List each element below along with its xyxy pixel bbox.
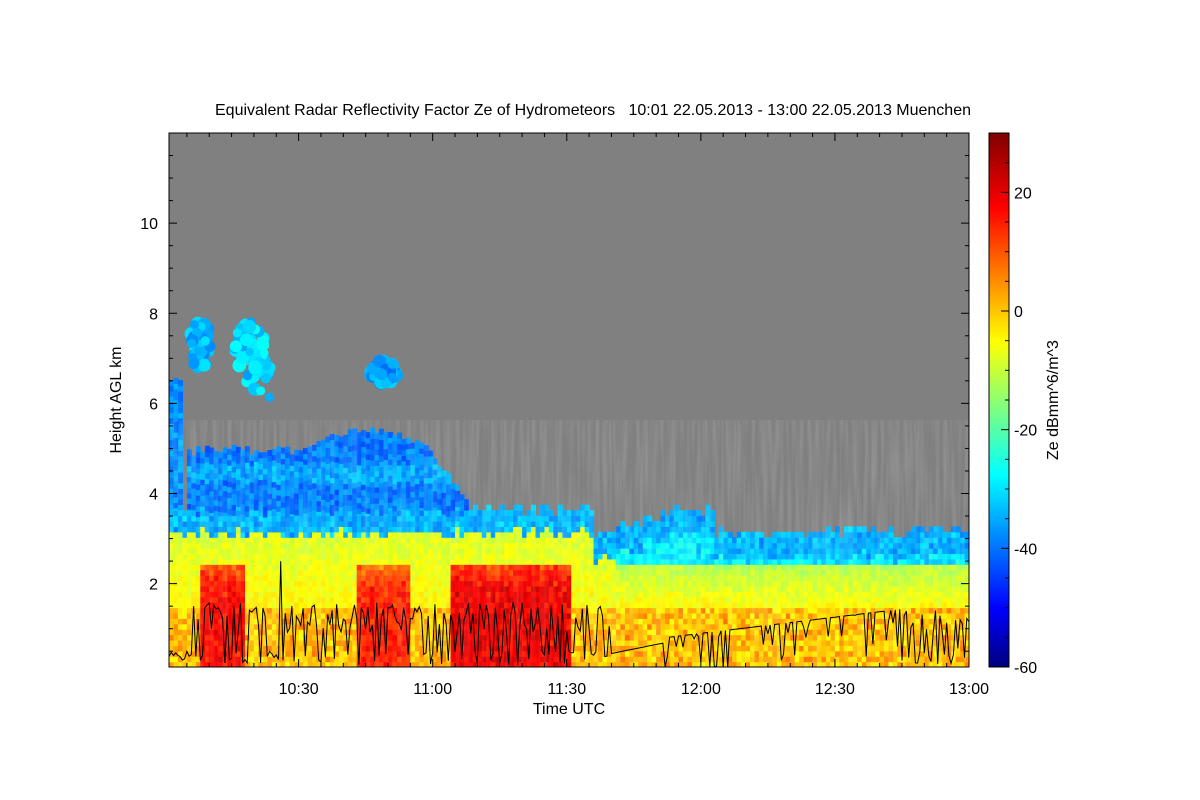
heatmap-cell	[169, 412, 175, 419]
heatmap-cell	[173, 399, 179, 406]
heatmap-cell	[173, 410, 179, 417]
heatmap-cell	[169, 407, 175, 414]
heatmap-cell	[177, 385, 184, 392]
heatmap-cell	[177, 380, 184, 387]
heatmap-cell	[169, 380, 175, 387]
heatmap-cell	[177, 401, 184, 408]
heatmap-cell	[173, 388, 179, 395]
heatmap-cell	[169, 401, 175, 408]
heatmap-cell	[173, 405, 179, 412]
heatmap-cell	[173, 383, 179, 390]
heatmap-cell	[169, 385, 175, 392]
heatmap-cell	[177, 396, 184, 403]
heatmap-cell	[173, 394, 179, 401]
heatmap-cell	[173, 377, 179, 384]
heatmap-cell	[177, 390, 184, 397]
heatmap-cell	[169, 396, 175, 403]
heatmap-cell	[177, 412, 184, 419]
heatmap-cell	[173, 415, 179, 422]
heatmap-cell	[177, 407, 184, 414]
chart-title: Equivalent Radar Reflectivity Factor Ze …	[215, 102, 971, 119]
heatmap-cell	[169, 390, 175, 397]
